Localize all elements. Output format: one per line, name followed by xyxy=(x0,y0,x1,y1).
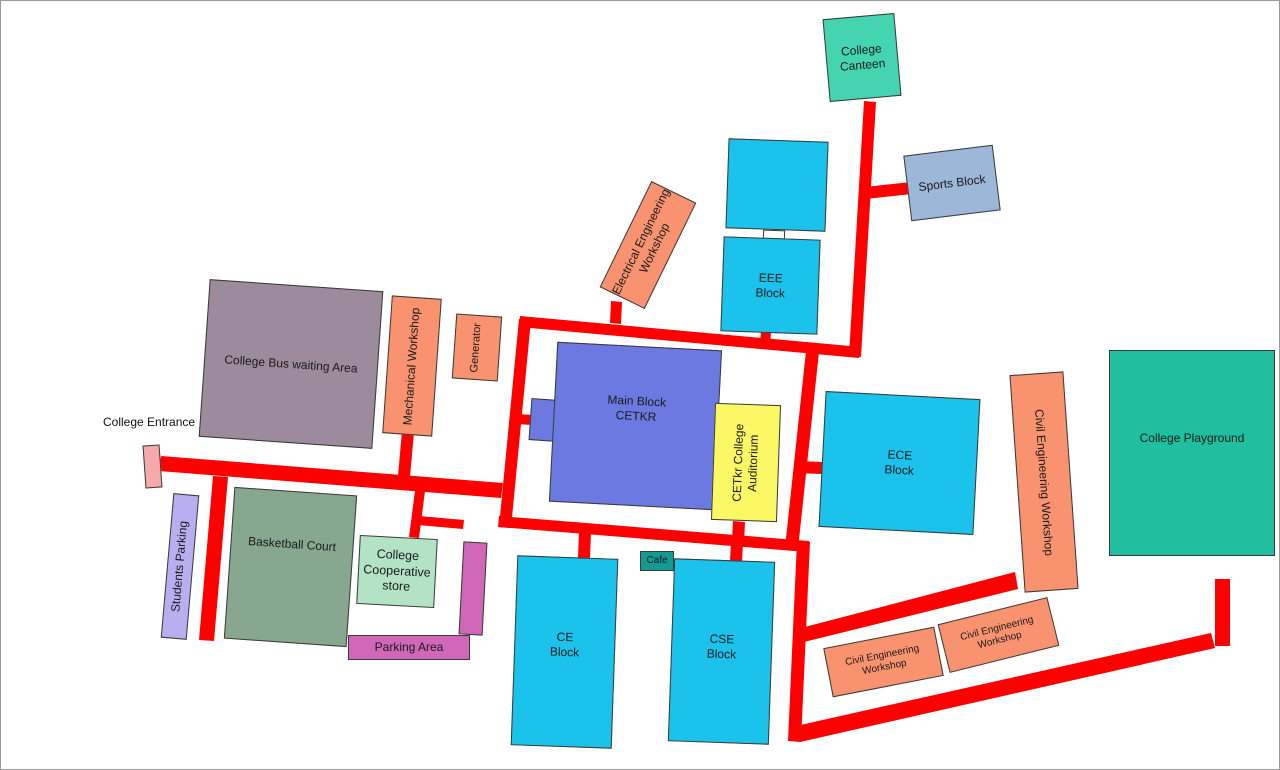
sports-block-label: Sports Block xyxy=(917,171,987,194)
road-coop-store xyxy=(409,491,425,538)
civil-engineering-workshop-2-label: Civil Engineering Workshop xyxy=(959,613,1035,652)
cafe-label: Cafe xyxy=(646,554,668,566)
road-west-loop xyxy=(499,319,531,528)
road-southeast xyxy=(788,541,810,742)
ce-block[interactable]: CE Block xyxy=(510,555,619,749)
mechanical-workshop[interactable]: Mechanical Workshop xyxy=(382,295,442,437)
main-block-label: Main Block CETKR xyxy=(607,392,667,424)
auditorium[interactable]: CETkr College Auditorium xyxy=(710,402,782,523)
parking-area-label: Parking Area xyxy=(374,640,444,654)
students-parking-label: Students Parking xyxy=(168,520,191,613)
college-entrance-label: College Entrance xyxy=(103,415,196,429)
road-east xyxy=(785,351,819,549)
generator-label: Generator xyxy=(468,322,484,373)
road-canteen xyxy=(849,101,876,357)
road-ce xyxy=(578,531,591,559)
college-playground-label: College Playground xyxy=(1139,430,1245,445)
road-students-parking xyxy=(199,476,228,641)
cse-block[interactable]: CSE Block xyxy=(667,558,776,745)
road-north xyxy=(519,316,861,358)
college-cooperative-store-label: College Cooperative store xyxy=(363,546,432,595)
college-entrance-gate[interactable] xyxy=(142,444,163,489)
parking-area[interactable]: Parking Area xyxy=(348,635,470,660)
road-playground-horizontal xyxy=(796,633,1215,742)
ece-block-label: ECE Block xyxy=(884,447,915,478)
eee-block[interactable]: EEE Block xyxy=(720,236,821,335)
road-ece xyxy=(795,461,823,474)
basketball-court[interactable]: Basketball Court xyxy=(223,486,358,648)
civil-engineering-workshop-1-label: Civil Engineering Workshop xyxy=(844,642,921,678)
road-auditorium xyxy=(732,521,745,543)
college-canteen[interactable]: College Canteen xyxy=(822,13,902,102)
college-cooperative-store[interactable]: College Cooperative store xyxy=(356,535,438,608)
road-eee xyxy=(760,331,771,345)
road-electrical xyxy=(610,301,622,324)
eee-block-label: EEE Block xyxy=(755,270,786,301)
ce-block-label: CE Block xyxy=(549,629,580,660)
basketball-court-label: Basketball Court xyxy=(247,534,337,555)
ece-block[interactable]: ECE Block xyxy=(818,391,981,535)
road-sports xyxy=(865,182,912,199)
college-canteen-label: College Canteen xyxy=(839,40,886,74)
main-block[interactable]: Main Block CETKR xyxy=(548,341,723,511)
college-bus-waiting-area[interactable]: College Bus waiting Area xyxy=(198,279,384,449)
college-bus-waiting-area-label: College Bus waiting Area xyxy=(223,351,359,376)
generator[interactable]: Generator xyxy=(451,313,503,382)
cse-block-label: CSE Block xyxy=(706,631,737,662)
road-playground-vertical xyxy=(1215,579,1230,646)
road-cse xyxy=(730,541,743,563)
cafe[interactable]: Cafe xyxy=(640,551,674,571)
road-entrance xyxy=(159,456,503,498)
road-coop-spur xyxy=(418,516,464,529)
eee-block-upper[interactable] xyxy=(725,138,829,232)
sports-block[interactable]: Sports Block xyxy=(903,144,1001,222)
civil-engineering-workshop-vertical-label: Civil Engineering Workshop xyxy=(1032,408,1057,556)
road-civil xyxy=(801,572,1018,642)
auditorium-label: CETkr College Auditorium xyxy=(729,422,761,502)
college-playground[interactable]: College Playground xyxy=(1109,350,1275,556)
mechanical-workshop-label: Mechanical Workshop xyxy=(400,306,423,426)
road-mech-workshop xyxy=(398,431,414,477)
parking-area-vertical[interactable] xyxy=(458,541,488,636)
